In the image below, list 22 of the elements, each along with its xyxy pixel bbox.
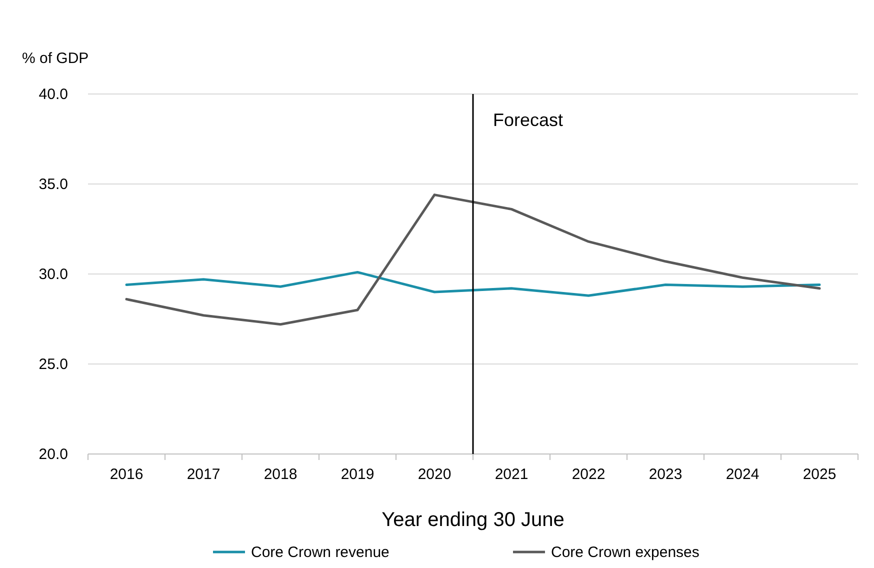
y-tick-label: 35.0 — [38, 176, 68, 193]
x-tick-label: 2022 — [572, 466, 606, 483]
y-axis-title: % of GDP — [22, 50, 89, 67]
x-tick-label: 2016 — [110, 466, 144, 483]
y-tick-label: 30.0 — [38, 266, 68, 283]
x-tick-label: 2023 — [648, 466, 682, 483]
y-tick-label: 25.0 — [38, 356, 68, 373]
legend-label: Core Crown revenue — [251, 544, 390, 561]
y-tick-label: 20.0 — [38, 446, 68, 463]
line-series — [125, 270, 821, 297]
x-axis-title: Year ending 30 June — [382, 509, 564, 531]
legend-label: Core Crown expenses — [551, 544, 700, 561]
x-tick-label: 2021 — [494, 466, 528, 483]
y-tick-label: 40.0 — [38, 86, 68, 103]
ref-line-label: Forecast — [493, 110, 564, 130]
x-tick-label: 2017 — [186, 466, 220, 483]
x-tick-label: 2024 — [726, 466, 760, 483]
x-tick-label: 2025 — [802, 466, 836, 483]
x-tick-label: 2019 — [340, 466, 374, 483]
x-tick-label: 2018 — [264, 466, 298, 483]
x-tick-label: 2020 — [418, 466, 452, 483]
line-series — [125, 194, 821, 326]
